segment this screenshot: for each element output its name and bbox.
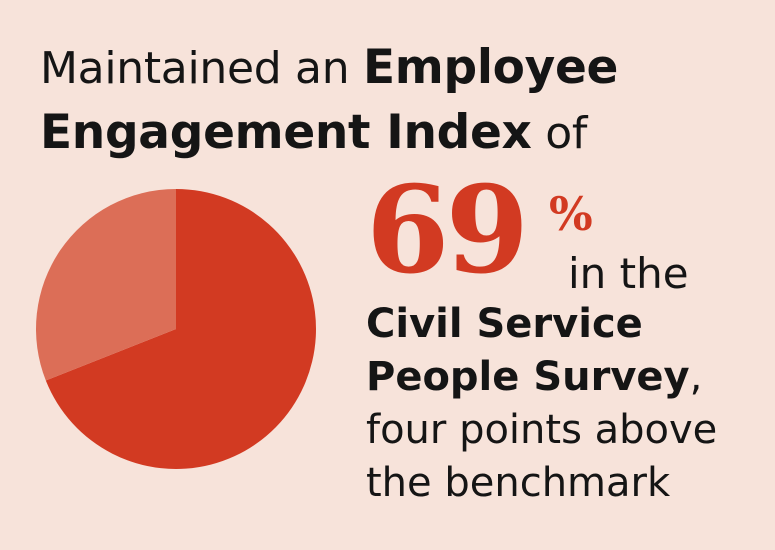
headline-part-3: Engagement Index: [40, 105, 532, 160]
headline-part-2: Employee: [363, 40, 619, 95]
percent-number: 69: [366, 160, 529, 301]
in-the-text: in the: [568, 249, 689, 298]
survey-line-4: the benchmark: [366, 460, 671, 506]
pie-slice-remaining: [36, 189, 177, 381]
headline-part-1: Maintained an: [40, 43, 363, 94]
pie-slice-engaged: [45, 189, 316, 469]
survey-line-3: four points above: [366, 407, 718, 453]
engagement-pie-chart: [35, 188, 317, 470]
survey-line-2: People Survey,: [366, 351, 766, 404]
survey-line-2-bold: People Survey: [366, 354, 690, 400]
percent-symbol: %: [549, 187, 593, 241]
pie-chart-svg: [36, 189, 316, 469]
stat-block: 69 % in the Civil Service People Survey,…: [366, 166, 766, 510]
headline: Maintained an Employee Engagement Index …: [40, 36, 760, 166]
headline-line-1: Maintained an Employee: [40, 36, 760, 101]
headline-part-4: of: [531, 108, 588, 159]
headline-line-2: Engagement Index of: [40, 101, 760, 166]
survey-line-2-suffix: ,: [689, 354, 703, 400]
percent-row: 69 % in the: [366, 166, 766, 298]
survey-line-1: Civil Service: [366, 301, 643, 347]
